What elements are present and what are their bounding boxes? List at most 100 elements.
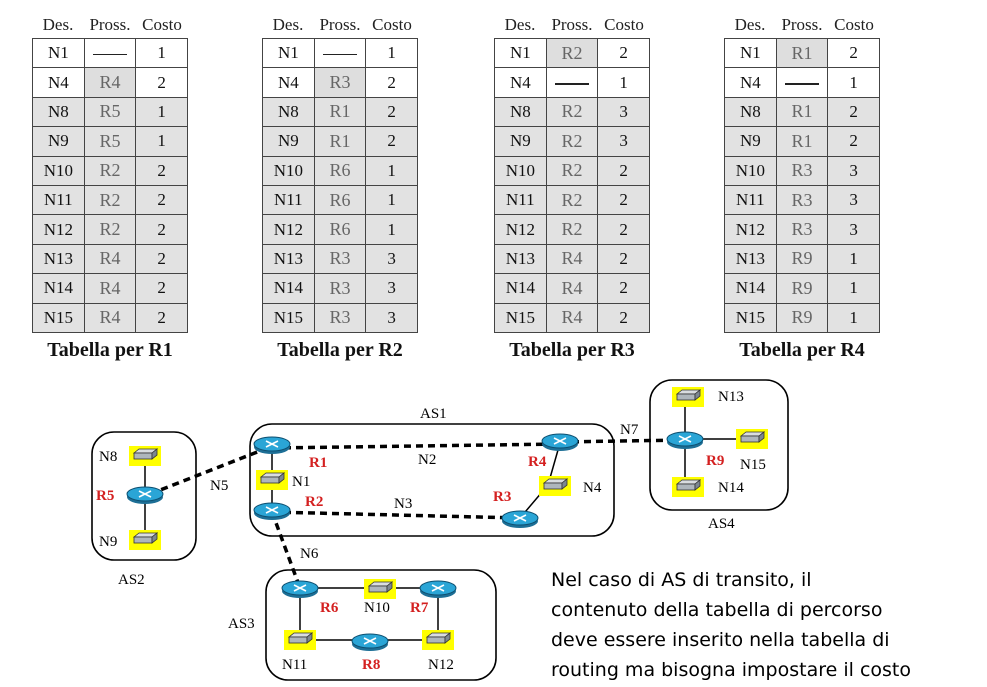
routing-table-r1: Des.Pross.CostoN1—1N4R42N8R51N9R51N10R22… xyxy=(32,12,196,362)
table-row: N9 R2 3 xyxy=(494,126,650,157)
cell-next-hop: R3 xyxy=(775,155,829,186)
header-dest: Des. xyxy=(734,15,766,34)
cell-cost: 2 xyxy=(135,302,188,333)
cell-destination: N12 xyxy=(724,214,777,245)
cell-cost: 1 xyxy=(827,302,880,333)
router-label-r5: R5 xyxy=(96,488,114,504)
table-caption: Tabella per R3 xyxy=(509,338,635,361)
router-r5-icon xyxy=(126,486,164,505)
cell-destination: N4 xyxy=(724,67,777,98)
cell-next-hop: R6 xyxy=(313,155,367,186)
net-label-n1: N1 xyxy=(292,474,310,490)
cell-destination: N10 xyxy=(724,155,777,186)
header-next: Pross. xyxy=(781,15,823,34)
header-cost: Costo xyxy=(834,15,874,34)
cell-cost: 1 xyxy=(365,184,418,216)
cell-destination: N13 xyxy=(262,243,315,275)
cell-destination: N11 xyxy=(262,184,315,216)
table-row: N9 R1 2 xyxy=(262,126,418,157)
cell-next-hop: R6 xyxy=(313,214,367,245)
table-row: N4—1 xyxy=(724,67,880,98)
cell-next-hop: R2 xyxy=(545,214,599,245)
router-r1-icon xyxy=(253,436,291,455)
link-n3 xyxy=(271,510,521,520)
cell-destination: N11 xyxy=(494,184,547,216)
cell-cost: 2 xyxy=(135,243,188,275)
cell-destination: N1 xyxy=(262,37,315,69)
routing-table: N1—1N4R32N8R12N9R12N10R61N11R61N12R61N13… xyxy=(262,37,418,333)
table-row: N15 R4 2 xyxy=(494,302,650,333)
net-label-n11: N11 xyxy=(282,657,307,673)
cell-next-hop: R2 xyxy=(83,184,137,216)
table-caption: Tabella per R2 xyxy=(277,338,403,361)
routing-table-r3: Des.Pross.CostoN1R22N4—1N8R23N9R23N10R22… xyxy=(494,12,658,362)
cell-next-hop: R5 xyxy=(83,96,137,128)
cell-cost: 2 xyxy=(597,214,650,245)
table-row: N8 R1 2 xyxy=(262,96,418,128)
table-row: N12 R6 1 xyxy=(262,214,418,245)
cell-next-hop: R2 xyxy=(83,214,137,245)
table-row: N11 R6 1 xyxy=(262,184,418,216)
as2-label: AS2 xyxy=(118,572,145,588)
cell-next-hop: R9 xyxy=(775,302,829,333)
as1-boundary xyxy=(249,423,615,537)
cell-cost: 1 xyxy=(365,155,418,186)
net-label-n8: N8 xyxy=(99,449,117,465)
link-n5 xyxy=(149,445,271,496)
cell-next-hop: R3 xyxy=(775,214,829,245)
cell-cost: 2 xyxy=(365,67,418,98)
cell-destination: N4 xyxy=(262,67,315,98)
switch-n10-icon xyxy=(363,578,397,600)
as3-label: AS3 xyxy=(228,616,255,632)
cell-cost: 1 xyxy=(597,67,650,98)
table-row: N12 R2 2 xyxy=(32,214,188,245)
table-row: N8 R2 3 xyxy=(494,96,650,128)
cell-next-hop: R3 xyxy=(313,273,367,304)
cell-next-hop: R3 xyxy=(313,243,367,275)
cell-next-hop: R2 xyxy=(545,184,599,216)
switch-n11-icon xyxy=(283,629,317,651)
cell-destination: N12 xyxy=(262,214,315,245)
table-caption: Tabella per R4 xyxy=(739,338,865,361)
header-dest: Des. xyxy=(42,15,74,34)
no-next-hop-dash xyxy=(784,83,819,85)
cell-cost: 1 xyxy=(827,243,880,275)
cell-destination: N14 xyxy=(494,273,547,304)
table-row: N10 R6 1 xyxy=(262,155,418,186)
net-label-n4: N4 xyxy=(583,480,602,496)
net-label-n13: N13 xyxy=(718,389,744,405)
router-r4-icon xyxy=(541,433,579,452)
cell-destination: N12 xyxy=(32,214,85,245)
explanation-note: Nel caso di AS di transito, il contenuto… xyxy=(551,565,981,685)
cell-next-hop: — xyxy=(83,37,137,69)
router-r6-icon xyxy=(281,580,319,599)
switch-n8-icon xyxy=(128,445,162,467)
cell-next-hop: — xyxy=(775,67,829,98)
cell-cost: 2 xyxy=(597,302,650,333)
link-n2 xyxy=(271,442,561,450)
cell-next-hop: R4 xyxy=(83,243,137,275)
cell-cost: 2 xyxy=(135,67,188,98)
cell-destination: N13 xyxy=(494,243,547,275)
table-row: N4 R4 2 xyxy=(32,67,188,98)
as2-boundary xyxy=(91,431,197,561)
note-line-3: deve essere inserito nella tabella di xyxy=(551,629,890,651)
cell-next-hop: R4 xyxy=(545,243,599,275)
cell-destination: N14 xyxy=(262,273,315,304)
cell-destination: N11 xyxy=(32,184,85,216)
cell-next-hop: R3 xyxy=(775,184,829,216)
routing-table-r4: Des.Pross.CostoN1R12N4—1N8R12N9R12N10R33… xyxy=(724,12,888,362)
cell-destination: N9 xyxy=(494,126,547,157)
routing-table: N1R22N4—1N8R23N9R23N10R22N11R22N12R22N13… xyxy=(494,37,650,333)
table-row: N1—1 xyxy=(262,37,418,69)
net-label-n12: N12 xyxy=(428,657,454,673)
as1-label: AS1 xyxy=(420,406,447,422)
no-next-hop-dash xyxy=(92,53,127,56)
table-row: N11 R2 2 xyxy=(32,184,188,216)
net-label-n14: N14 xyxy=(718,480,744,496)
router-label-r2: R2 xyxy=(305,494,323,510)
table-row: N12 R2 2 xyxy=(494,214,650,245)
routing-table: N1—1N4R42N8R51N9R51N10R22N11R22N12R22N13… xyxy=(32,37,188,333)
table-row: N10 R2 2 xyxy=(494,155,650,186)
